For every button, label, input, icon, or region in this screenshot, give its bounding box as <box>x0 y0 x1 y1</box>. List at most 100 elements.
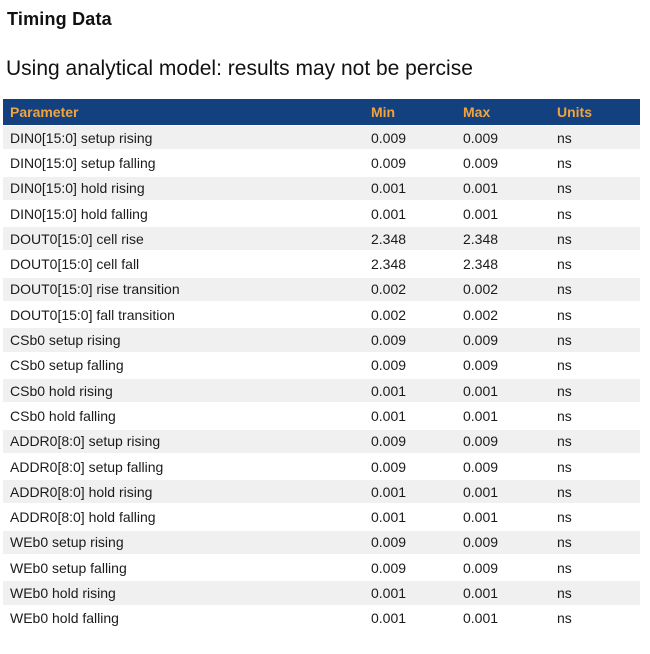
units-cell: ns <box>557 534 572 551</box>
units-cell: ns <box>557 559 572 576</box>
parameter-cell: DOUT0[15:0] cell rise <box>10 230 144 247</box>
units-cell: ns <box>557 306 572 323</box>
table-row: ADDR0[8:0] setup rising 0.009 0.009 ns <box>3 429 640 455</box>
parameter-cell: CSb0 hold rising <box>10 382 113 399</box>
parameter-cell: DOUT0[15:0] fall transition <box>10 306 175 323</box>
min-cell: 0.001 <box>371 382 407 399</box>
parameter-cell: DIN0[15:0] setup falling <box>10 154 156 171</box>
units-cell: ns <box>557 205 572 222</box>
table-row: DOUT0[15:0] cell rise 2.348 2.348 ns <box>3 227 640 253</box>
column-header-min: Min <box>371 104 396 120</box>
parameter-cell: ADDR0[8:0] setup falling <box>10 458 164 475</box>
min-cell: 0.009 <box>371 559 407 576</box>
table-row: DIN0[15:0] setup rising 0.009 0.009 ns <box>3 126 640 152</box>
min-cell: 0.002 <box>371 281 407 298</box>
max-cell: 0.009 <box>463 332 499 349</box>
max-cell: 0.001 <box>463 205 499 222</box>
column-header-parameter: Parameter <box>10 104 79 120</box>
units-cell: ns <box>557 230 572 247</box>
units-cell: ns <box>557 483 572 500</box>
parameter-cell: DIN0[15:0] setup rising <box>10 129 153 146</box>
parameter-cell: WEb0 hold rising <box>10 584 116 601</box>
parameter-cell: ADDR0[8:0] setup rising <box>10 433 161 450</box>
max-cell: 0.002 <box>463 306 499 323</box>
units-cell: ns <box>557 458 572 475</box>
units-cell: ns <box>557 433 572 450</box>
max-cell: 0.001 <box>463 610 499 627</box>
parameter-cell: ADDR0[8:0] hold rising <box>10 483 153 500</box>
table-row: ADDR0[8:0] hold rising 0.001 0.001 ns <box>3 480 640 506</box>
max-cell: 0.009 <box>463 357 499 374</box>
table-row: DIN0[15:0] hold falling 0.001 0.001 ns <box>3 201 640 228</box>
table-row: ADDR0[8:0] hold falling 0.001 0.001 ns <box>3 505 640 531</box>
table-row: DOUT0[15:0] cell fall 2.348 2.348 ns <box>3 252 640 278</box>
table-row: WEb0 hold falling 0.001 0.001 ns <box>3 606 640 632</box>
units-cell: ns <box>557 256 572 273</box>
table-body: DIN0[15:0] setup rising 0.009 0.009 ns DIN0[… <box>3 126 640 632</box>
max-cell: 0.009 <box>463 559 499 576</box>
table-row: ADDR0[8:0] setup falling 0.009 0.009 ns <box>3 454 640 481</box>
parameter-cell: DIN0[15:0] hold falling <box>10 205 148 222</box>
table-row: DIN0[15:0] hold rising 0.001 0.001 ns <box>3 176 640 202</box>
timing-report-page: Timing Data Using analytical model: resu… <box>0 8 650 632</box>
table-row: CSb0 hold falling 0.001 0.001 ns <box>3 404 640 430</box>
max-cell: 2.348 <box>463 256 499 273</box>
units-cell: ns <box>557 584 572 601</box>
table-row: WEb0 hold rising 0.001 0.001 ns <box>3 581 640 607</box>
units-cell: ns <box>557 281 572 298</box>
min-cell: 2.348 <box>371 256 407 273</box>
max-cell: 0.001 <box>463 509 499 526</box>
table-row: CSb0 hold rising 0.001 0.001 ns <box>3 378 640 405</box>
parameter-cell: CSb0 setup rising <box>10 332 121 349</box>
units-cell: ns <box>557 509 572 526</box>
min-cell: 0.009 <box>371 129 407 146</box>
parameter-cell: CSb0 hold falling <box>10 407 116 424</box>
max-cell: 0.009 <box>463 534 499 551</box>
min-cell: 2.348 <box>371 230 407 247</box>
min-cell: 0.001 <box>371 180 407 197</box>
min-cell: 0.001 <box>371 509 407 526</box>
max-cell: 2.348 <box>463 230 499 247</box>
units-cell: ns <box>557 610 572 627</box>
table-row: WEb0 setup rising 0.009 0.009 ns <box>3 530 640 557</box>
parameter-cell: CSb0 setup falling <box>10 357 124 374</box>
units-cell: ns <box>557 407 572 424</box>
min-cell: 0.009 <box>371 154 407 171</box>
units-cell: ns <box>557 382 572 399</box>
max-cell: 0.001 <box>463 483 499 500</box>
min-cell: 0.009 <box>371 534 407 551</box>
table-row: CSb0 setup rising 0.009 0.009 ns <box>3 328 640 354</box>
timing-table: Parameter Min Max Units DIN0[15:0] setup… <box>3 99 640 632</box>
table-header-row: Parameter Min Max Units <box>3 99 640 126</box>
page-subtitle: Using analytical model: results may not … <box>6 57 473 80</box>
page-title: Timing Data <box>7 9 112 29</box>
table-row: DIN0[15:0] setup falling 0.009 0.009 ns <box>3 151 640 177</box>
table-row: CSb0 setup falling 0.009 0.009 ns <box>3 353 640 379</box>
max-cell: 0.001 <box>463 584 499 601</box>
parameter-cell: DOUT0[15:0] cell fall <box>10 256 140 273</box>
max-cell: 0.009 <box>463 458 499 475</box>
max-cell: 0.001 <box>463 180 499 197</box>
max-cell: 0.002 <box>463 281 499 298</box>
max-cell: 0.009 <box>463 129 499 146</box>
units-cell: ns <box>557 129 572 146</box>
column-header-units: Units <box>557 104 592 120</box>
min-cell: 0.009 <box>371 357 407 374</box>
max-cell: 0.001 <box>463 407 499 424</box>
table-row: DOUT0[15:0] fall transition 0.002 0.002 ns <box>3 303 640 329</box>
max-cell: 0.009 <box>463 433 499 450</box>
min-cell: 0.002 <box>371 306 407 323</box>
table-row: DOUT0[15:0] rise transition 0.002 0.002 ns <box>3 277 640 304</box>
min-cell: 0.001 <box>371 483 407 500</box>
min-cell: 0.001 <box>371 584 407 601</box>
parameter-cell: DIN0[15:0] hold rising <box>10 180 145 197</box>
min-cell: 0.001 <box>371 610 407 627</box>
units-cell: ns <box>557 332 572 349</box>
parameter-cell: WEb0 setup rising <box>10 534 124 551</box>
min-cell: 0.001 <box>371 407 407 424</box>
parameter-cell: DOUT0[15:0] rise transition <box>10 281 180 298</box>
min-cell: 0.009 <box>371 332 407 349</box>
max-cell: 0.001 <box>463 382 499 399</box>
max-cell: 0.009 <box>463 154 499 171</box>
units-cell: ns <box>557 154 572 171</box>
